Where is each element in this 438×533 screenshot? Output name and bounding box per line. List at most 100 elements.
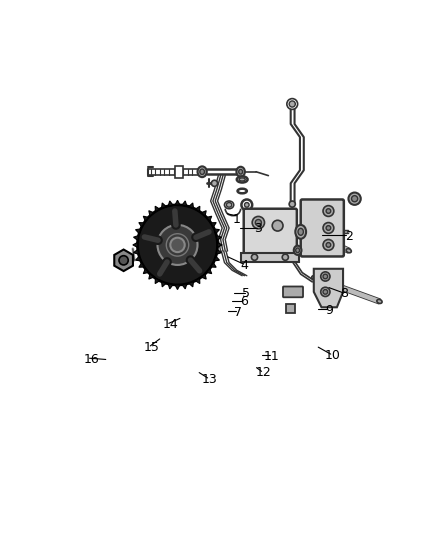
Ellipse shape xyxy=(298,228,304,235)
Polygon shape xyxy=(211,223,216,227)
Text: 12: 12 xyxy=(255,366,271,379)
Text: 6: 6 xyxy=(240,295,248,309)
Ellipse shape xyxy=(289,201,295,207)
Polygon shape xyxy=(316,234,350,253)
Circle shape xyxy=(287,99,298,109)
Polygon shape xyxy=(211,263,216,267)
Text: 1: 1 xyxy=(232,213,240,225)
Circle shape xyxy=(282,254,288,260)
Polygon shape xyxy=(201,274,206,279)
Ellipse shape xyxy=(239,169,243,174)
Ellipse shape xyxy=(226,203,232,207)
Polygon shape xyxy=(175,285,180,289)
Circle shape xyxy=(321,272,330,281)
Ellipse shape xyxy=(312,276,317,280)
Polygon shape xyxy=(155,278,159,284)
Polygon shape xyxy=(149,274,154,279)
Circle shape xyxy=(323,239,334,251)
Circle shape xyxy=(352,196,358,202)
Text: 16: 16 xyxy=(83,353,99,366)
Polygon shape xyxy=(175,200,180,205)
Polygon shape xyxy=(182,201,187,206)
Polygon shape xyxy=(216,249,222,254)
Polygon shape xyxy=(214,229,219,233)
Polygon shape xyxy=(314,269,343,308)
Circle shape xyxy=(138,205,218,285)
Circle shape xyxy=(323,274,328,279)
Circle shape xyxy=(323,289,328,294)
Polygon shape xyxy=(162,203,166,208)
Circle shape xyxy=(289,101,295,107)
Bar xyxy=(175,166,183,178)
Circle shape xyxy=(272,220,283,231)
Polygon shape xyxy=(149,211,154,216)
Polygon shape xyxy=(162,281,166,287)
FancyBboxPatch shape xyxy=(244,209,297,254)
Circle shape xyxy=(326,209,331,213)
Ellipse shape xyxy=(237,167,245,177)
Ellipse shape xyxy=(315,234,320,238)
Polygon shape xyxy=(135,229,141,233)
Circle shape xyxy=(158,225,198,265)
Circle shape xyxy=(326,225,331,230)
Circle shape xyxy=(326,243,331,247)
Polygon shape xyxy=(218,243,222,247)
Circle shape xyxy=(241,199,252,210)
Ellipse shape xyxy=(296,248,300,253)
Polygon shape xyxy=(133,243,138,247)
Polygon shape xyxy=(189,203,194,208)
Ellipse shape xyxy=(237,189,247,193)
Ellipse shape xyxy=(377,300,382,303)
Circle shape xyxy=(119,256,128,265)
Text: 9: 9 xyxy=(325,304,333,317)
Ellipse shape xyxy=(198,166,207,177)
Ellipse shape xyxy=(346,248,351,253)
Circle shape xyxy=(323,206,334,216)
Polygon shape xyxy=(134,236,138,240)
Text: 7: 7 xyxy=(234,306,242,319)
Text: 15: 15 xyxy=(144,341,160,353)
Polygon shape xyxy=(195,206,200,212)
Bar xyxy=(241,253,299,262)
Circle shape xyxy=(321,287,330,296)
FancyBboxPatch shape xyxy=(283,287,303,297)
Polygon shape xyxy=(155,206,159,212)
Polygon shape xyxy=(214,256,219,261)
Ellipse shape xyxy=(200,169,205,174)
Text: 10: 10 xyxy=(325,349,340,362)
Ellipse shape xyxy=(224,201,234,209)
Polygon shape xyxy=(139,263,144,267)
Polygon shape xyxy=(168,284,173,289)
Polygon shape xyxy=(182,284,187,289)
Text: 3: 3 xyxy=(254,222,262,236)
Polygon shape xyxy=(134,249,138,254)
Polygon shape xyxy=(143,269,148,273)
Circle shape xyxy=(244,203,249,207)
Text: 8: 8 xyxy=(340,287,348,300)
Ellipse shape xyxy=(237,176,247,182)
Text: 11: 11 xyxy=(264,350,279,362)
Text: 14: 14 xyxy=(162,318,178,331)
Ellipse shape xyxy=(295,225,306,239)
Text: 2: 2 xyxy=(345,230,353,243)
Polygon shape xyxy=(168,201,173,206)
Text: 13: 13 xyxy=(201,373,217,386)
Ellipse shape xyxy=(294,246,301,255)
Circle shape xyxy=(349,192,361,205)
Text: 4: 4 xyxy=(241,259,249,271)
Polygon shape xyxy=(207,269,212,273)
Polygon shape xyxy=(114,249,133,271)
Polygon shape xyxy=(143,216,148,221)
Circle shape xyxy=(255,220,261,225)
Text: 5: 5 xyxy=(242,287,251,300)
Circle shape xyxy=(170,238,185,252)
Polygon shape xyxy=(189,281,194,287)
Polygon shape xyxy=(314,276,380,304)
Polygon shape xyxy=(207,216,212,221)
FancyBboxPatch shape xyxy=(301,199,344,256)
Ellipse shape xyxy=(212,180,218,187)
Polygon shape xyxy=(216,236,222,240)
Circle shape xyxy=(252,216,265,229)
Circle shape xyxy=(251,254,258,260)
Polygon shape xyxy=(139,223,144,227)
